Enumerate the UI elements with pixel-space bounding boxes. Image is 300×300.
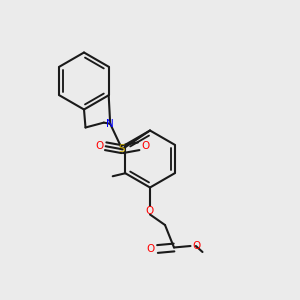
Text: O: O bbox=[141, 141, 149, 151]
Text: N: N bbox=[106, 119, 114, 129]
Text: O: O bbox=[192, 241, 201, 251]
Text: O: O bbox=[147, 244, 155, 254]
Text: O: O bbox=[95, 141, 103, 151]
Text: S: S bbox=[119, 144, 125, 154]
Text: O: O bbox=[146, 206, 154, 216]
